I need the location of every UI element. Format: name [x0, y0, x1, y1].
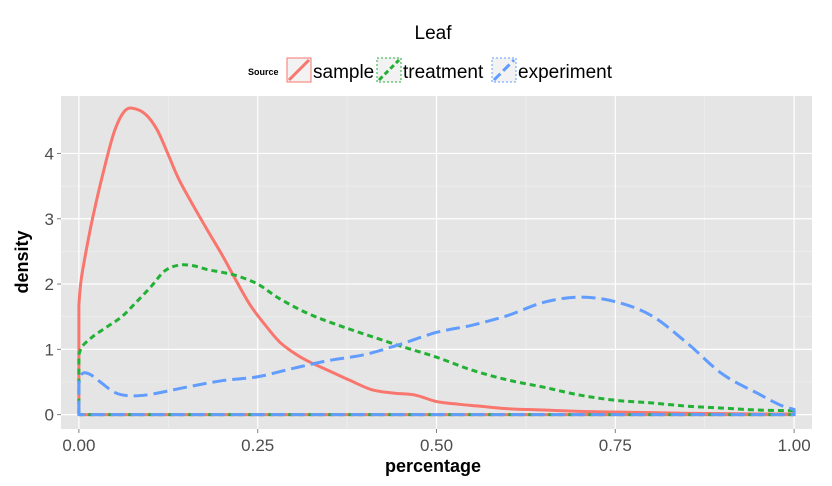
legend-key-line-experiment [492, 58, 516, 82]
x-tick-label: 0.25 [241, 436, 274, 455]
x-axis-title: percentage [385, 456, 481, 476]
series-treatment-line [77, 263, 796, 417]
x-tick-label: 0.75 [599, 436, 632, 455]
legend-key-line-sample [287, 58, 311, 82]
legend-key-line-treatment [377, 58, 401, 82]
grid-lines [61, 96, 812, 429]
y-axis: 0 1 2 3 4 [45, 144, 61, 425]
y-axis-title: density [12, 230, 32, 293]
y-tick-label: 1 [45, 340, 54, 359]
x-tick-label: 1.00 [778, 436, 811, 455]
y-tick-label: 2 [45, 275, 54, 294]
series-sample-line [77, 106, 796, 417]
legend: Source sample treatment experiment [248, 57, 613, 83]
series-experiment-line [77, 295, 796, 417]
legend-title: Source [248, 67, 279, 77]
x-tick-label: 0.50 [420, 436, 453, 455]
series-layer [77, 106, 796, 417]
y-tick-label: 4 [45, 144, 54, 163]
x-axis: 0.00 0.25 0.50 0.75 1.00 [62, 429, 811, 455]
y-tick-label: 0 [45, 406, 54, 425]
legend-label-experiment: experiment [518, 62, 613, 83]
legend-label-treatment: treatment [403, 62, 484, 83]
chart-title: Leaf [415, 23, 453, 44]
legend-label-sample: sample [313, 62, 374, 83]
y-tick-label: 3 [45, 210, 54, 229]
x-tick-label: 0.00 [62, 436, 95, 455]
